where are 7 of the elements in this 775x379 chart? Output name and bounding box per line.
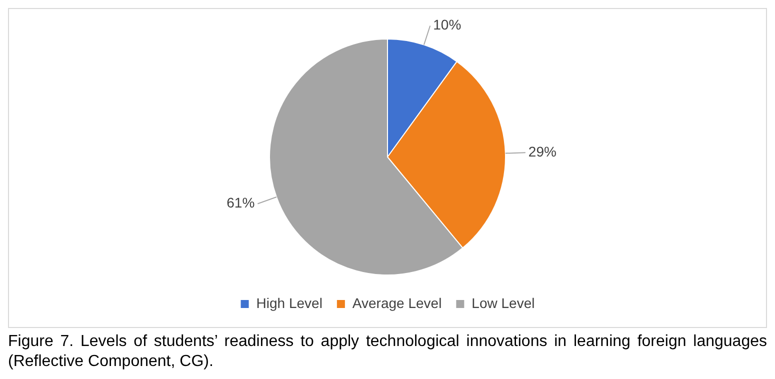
data-label: 10% bbox=[433, 16, 462, 33]
caption: Figure 7. Levels of students’ readiness to apply technological innovations in learning foreign languages (Reflective Component, CG). bbox=[8, 332, 767, 372]
legend-label: Average Level bbox=[352, 294, 442, 311]
data-label: 61% bbox=[226, 194, 255, 211]
legend-label: High Level bbox=[256, 294, 322, 311]
legend-label: Low Level bbox=[472, 294, 535, 311]
data-label: 29% bbox=[528, 144, 556, 160]
